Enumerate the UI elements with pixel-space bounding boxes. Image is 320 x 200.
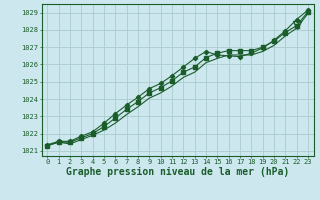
X-axis label: Graphe pression niveau de la mer (hPa): Graphe pression niveau de la mer (hPa)	[66, 167, 289, 177]
